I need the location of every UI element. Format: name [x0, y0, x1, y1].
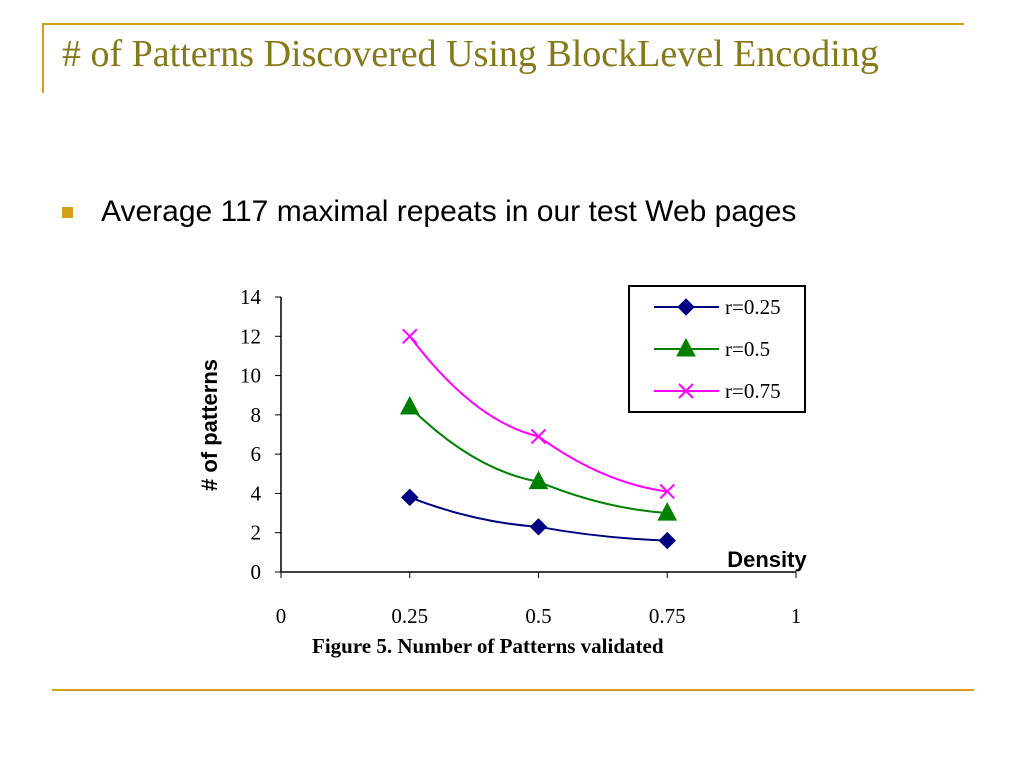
- legend-marker: [677, 298, 695, 316]
- legend-marker: [678, 383, 694, 399]
- data-point: [530, 428, 547, 445]
- bullet-text: Average 117 maximal repeats in our test …: [101, 195, 797, 228]
- y-tick-label: 12: [240, 324, 261, 348]
- y-tick-label: 10: [240, 364, 261, 388]
- marker-stroke: [402, 328, 418, 344]
- legend-label: r=0.5: [725, 337, 770, 361]
- bottom-rule: [52, 689, 974, 691]
- y-tick-label: 8: [251, 403, 262, 427]
- marker-stroke: [659, 483, 675, 500]
- y-tick-label: 4: [251, 481, 262, 505]
- series-0: [401, 488, 676, 550]
- data-point: [402, 328, 418, 344]
- chart-legend: r=0.25 r=0.5 r=0.75: [628, 285, 806, 413]
- y-tick-label: 6: [251, 442, 262, 466]
- data-point: [657, 502, 678, 521]
- x-tick-label: 0.5: [525, 604, 551, 628]
- x-tick-label: 0.25: [391, 604, 428, 628]
- x-axis-label: Density: [727, 547, 807, 572]
- bullet-item: Average 117 maximal repeats in our test …: [62, 190, 796, 234]
- figure-caption: Figure 5. Number of Patterns validated: [312, 634, 664, 658]
- chart-ticks: 0 2 4 6 8 10 12 14 0 0.25 0.5 0.75 1: [240, 285, 801, 628]
- data-point: [529, 518, 548, 536]
- y-tick-label: 2: [251, 521, 262, 545]
- legend-label: r=0.75: [725, 379, 781, 403]
- series-1: [399, 395, 678, 521]
- chart-series: [399, 328, 678, 550]
- series-2: [402, 328, 675, 500]
- top-rule: [42, 23, 964, 25]
- legend-marker: [676, 337, 696, 357]
- left-rule: [42, 23, 44, 93]
- x-tick-label: 0.75: [649, 604, 686, 628]
- x-tick-label: 0: [276, 604, 287, 628]
- bullet-square-icon: [62, 206, 73, 218]
- data-point: [528, 470, 549, 490]
- data-point: [658, 531, 676, 550]
- data-point: [399, 395, 420, 415]
- y-tick-label: 14: [240, 285, 262, 309]
- y-tick-label: 0: [251, 560, 262, 584]
- marker-stroke: [530, 428, 547, 445]
- x-tick-label: 1: [791, 604, 802, 628]
- legend-label: r=0.25: [725, 295, 781, 319]
- y-axis-label: # of patterns: [197, 359, 222, 491]
- slide-title: # of Patterns Discovered Using BlockLeve…: [62, 33, 879, 75]
- marker-stroke: [678, 383, 694, 399]
- series-line: [409, 406, 668, 515]
- data-point: [659, 483, 675, 500]
- data-point: [401, 488, 419, 507]
